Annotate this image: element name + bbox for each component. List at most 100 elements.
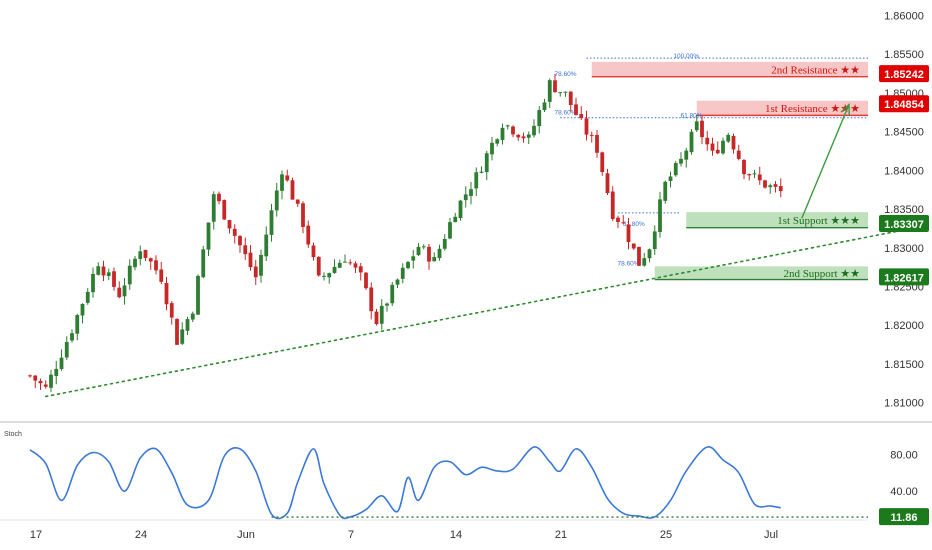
candle-body <box>747 174 752 176</box>
candle-body <box>647 249 652 259</box>
candle-body <box>96 266 101 275</box>
price-tick-label: 1.82000 <box>884 320 924 332</box>
candle-body <box>175 318 179 345</box>
candle-body <box>343 261 347 263</box>
candle-body <box>757 174 762 181</box>
candle-body <box>621 222 626 224</box>
time-tick-label: 14 <box>450 529 462 541</box>
candle-body <box>416 246 421 256</box>
candle-body <box>715 149 720 154</box>
fib-layer: 100.00% 78.60% 78.60% 61.80% 61.80% 78.60% <box>554 53 868 268</box>
candle-body <box>390 284 395 304</box>
candle-body <box>358 266 363 273</box>
candle-body <box>238 236 242 246</box>
candle-body <box>337 262 342 268</box>
zone-box <box>591 61 868 77</box>
candle-body <box>38 380 43 384</box>
candle-body <box>763 180 767 188</box>
candle-body <box>558 92 563 94</box>
zone-box <box>696 100 868 116</box>
price-tick-label: 1.86000 <box>884 10 924 22</box>
candle-body <box>579 114 584 119</box>
candle-body <box>285 175 290 181</box>
candle-body <box>322 275 326 277</box>
zone-label: 1st Resistance ★★★ <box>765 103 860 115</box>
candle-body <box>658 199 662 233</box>
candle-body <box>164 282 169 305</box>
candle-body <box>290 180 295 200</box>
candle-body <box>180 329 185 344</box>
candle-body <box>547 80 552 102</box>
candle-body <box>43 384 48 387</box>
candle-body <box>59 357 64 370</box>
candle-body <box>453 216 458 223</box>
candle-body <box>710 143 715 151</box>
candle-body <box>421 246 426 248</box>
candles-layer <box>28 73 783 392</box>
candle-body <box>605 173 610 193</box>
time-tick-label: 24 <box>135 529 147 541</box>
candle-body <box>122 285 127 297</box>
candle-body <box>400 267 405 279</box>
stoch-badge-label: 11.86 <box>891 512 918 524</box>
stoch-pane: Stoch <box>4 431 868 520</box>
candle-body <box>348 262 353 264</box>
candle-body <box>516 134 521 138</box>
candle-body <box>742 159 746 175</box>
candle-body <box>694 121 699 131</box>
candle-body <box>148 258 153 262</box>
candle-body <box>211 194 216 222</box>
candle-body <box>295 199 300 204</box>
candle-body <box>190 313 195 320</box>
candle-body <box>721 140 725 154</box>
candle-body <box>626 224 631 242</box>
candle-body <box>705 137 710 145</box>
candle-body <box>684 150 689 160</box>
time-tick-label: 25 <box>660 529 672 541</box>
candle-body <box>595 134 599 153</box>
candle-body <box>280 174 284 191</box>
candle-body <box>616 217 620 222</box>
candle-body <box>500 127 505 140</box>
candle-body <box>222 200 227 220</box>
price-tick-label: 1.83500 <box>884 204 924 216</box>
candle-body <box>75 315 80 334</box>
candle-body <box>112 271 116 287</box>
candle-body <box>778 186 783 192</box>
price-badges: 1.85242 1.84854 1.83307 1.82617 11.86 <box>879 65 929 526</box>
candle-body <box>532 125 536 136</box>
candle-body <box>91 273 95 293</box>
candle-body <box>185 319 190 331</box>
time-tick-label: Jul <box>764 529 778 541</box>
candle-body <box>637 246 641 266</box>
candle-body <box>259 254 263 276</box>
candle-body <box>768 185 773 188</box>
price-badge-label: 1.83307 <box>884 219 924 231</box>
price-tick-label: 1.83000 <box>884 243 924 255</box>
candle-body <box>652 231 657 250</box>
candle-body <box>563 91 568 93</box>
candle-body <box>458 200 463 219</box>
candle-body <box>568 91 573 105</box>
candle-body <box>264 234 269 257</box>
candle-body <box>537 110 542 127</box>
candle-body <box>85 291 90 303</box>
candle-body <box>736 150 741 159</box>
candle-body <box>469 189 473 196</box>
candle-body <box>700 120 704 138</box>
price-badge-label: 1.85242 <box>884 69 924 81</box>
price-badge-label: 1.84854 <box>884 99 925 111</box>
candle-body <box>196 275 200 315</box>
candle-body <box>463 194 468 201</box>
projection-arrow-head <box>840 102 850 116</box>
candle-body <box>301 203 305 227</box>
candle-body <box>54 368 59 377</box>
candle-body <box>553 80 557 93</box>
price-badge-label: 1.82617 <box>884 272 924 284</box>
fib-label: 61.80% <box>623 221 645 228</box>
candle-body <box>395 279 400 285</box>
candle-body <box>159 269 164 282</box>
fib-label: 78.60% <box>554 110 576 117</box>
candle-body <box>448 222 452 239</box>
